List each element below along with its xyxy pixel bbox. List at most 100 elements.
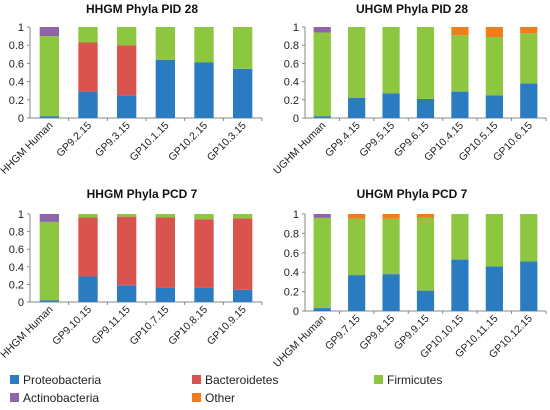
bar-segment-firmicutes-gp10-12-15 — [520, 214, 538, 262]
bar-segment-firmicutes-uhgm-human — [313, 217, 331, 309]
bar-segment-firmicutes-gp10-3-15 — [233, 27, 253, 69]
bar-segment-proteobacteria-gp10-9-15 — [233, 289, 253, 302]
bar-segment-other-gp9-8-15 — [382, 214, 400, 219]
bar-segment-firmicutes-gp10-6-15 — [520, 33, 538, 84]
chart-panel-2: UHGM Phyla PID 28 0 0.2 0.4 0.6 0.8 1 UGHM Huma… — [271, 2, 547, 177]
bar-segment-firmicutes-gp10-5-15 — [485, 37, 503, 96]
x-tick-label: GP10.2.15 — [166, 120, 210, 164]
bar-segment-firmicutes-gp9-6-15 — [416, 27, 435, 99]
bar-segment-other-gp10-4-15 — [451, 27, 469, 36]
y-tick-label: 0.8 — [284, 40, 299, 52]
legend-label: Other — [205, 391, 236, 405]
legend-label: Proteobacteria — [23, 373, 102, 387]
bar-segment-proteobacteria-gp10-6-15 — [520, 83, 538, 118]
legend-swatch-bacteroidetes — [192, 375, 201, 384]
bar-segment-firmicutes-gp10-2-15 — [194, 27, 214, 63]
bar-segment-proteobacteria-hhgm-human — [39, 300, 59, 302]
bar-segment-firmicutes-gp10-7-15 — [155, 214, 175, 218]
bar-segment-bacteroidetes-gp9-3-15 — [117, 45, 137, 96]
legend-label: Bacteroidetes — [205, 373, 279, 387]
bar-segment-other-gp9-7-15 — [348, 214, 366, 219]
bar-segment-actinobacteria-hhgm-human — [39, 27, 59, 37]
y-tick-label: 0 — [18, 113, 24, 125]
y-tick-label: 0.4 — [284, 77, 299, 89]
bar-segment-proteobacteria-gp10-12-15 — [520, 261, 538, 311]
bar-segment-bacteroidetes-gp9-11-15 — [117, 216, 137, 286]
x-tick-label: GP9.3.15 — [93, 120, 133, 160]
y-tick-label: 0.8 — [9, 40, 24, 52]
y-tick-label: 0.2 — [9, 95, 24, 107]
legend-swatch-actinobacteria — [10, 393, 19, 402]
bar-segment-actinobacteria-hhgm-human — [39, 214, 59, 222]
x-tick-label: UHGM Human — [271, 313, 328, 370]
y-tick-label: 0.2 — [284, 95, 299, 107]
x-tick-label: GP9.4.15 — [323, 120, 363, 160]
charts-canvas: HHGM Phyla PID 28 0 0.2 0.4 0.6 0.8 1 HHGM Huma… — [0, 2, 547, 370]
bar-segment-proteobacteria-gp10-11-15 — [485, 266, 503, 311]
bar-segment-firmicutes-gp10-8-15 — [194, 214, 214, 220]
bar-segment-firmicutes-gp9-4-15 — [348, 27, 366, 98]
legend-label: Actinobacteria — [23, 391, 100, 405]
legend-swatch-firmicutes — [374, 375, 383, 384]
y-tick-label: 0.4 — [284, 267, 299, 279]
y-tick-label: 0 — [18, 297, 24, 309]
bar-segment-bacteroidetes-gp10-9-15 — [233, 218, 253, 290]
bar-segment-firmicutes-gp10-1-15 — [155, 27, 175, 60]
bar-segment-proteobacteria-gp9-5-15 — [382, 93, 400, 118]
bar-segment-proteobacteria-gp10-2-15 — [194, 62, 214, 118]
x-tick-label: GP9.11.15 — [89, 304, 133, 348]
bar-segment-other-gp10-5-15 — [485, 27, 503, 38]
chart-title: HHGM Phyla PCD 7 — [87, 187, 198, 201]
bar-segment-firmicutes-gp9-7-15 — [348, 218, 366, 276]
bar-segment-proteobacteria-gp9-7-15 — [348, 275, 366, 311]
x-tick-label: GP9.7.15 — [323, 313, 363, 353]
legend-label: Firmicutes — [387, 373, 443, 387]
x-tick-label: UGHM Human — [271, 120, 328, 177]
y-tick-label: 1 — [18, 22, 24, 34]
bar-segment-proteobacteria-hhgm-human — [39, 116, 59, 118]
y-tick-label: 0.6 — [9, 244, 24, 256]
y-tick-label: 1 — [293, 209, 299, 221]
bar-segment-firmicutes-gp10-10-15 — [451, 214, 469, 260]
bar-segment-firmicutes-gp9-8-15 — [382, 218, 400, 275]
bar-segment-firmicutes-gp9-5-15 — [382, 27, 400, 94]
bar-segment-actinobacteria-ughm-human — [313, 27, 331, 33]
bar-segment-firmicutes-gp9-11-15 — [117, 214, 137, 217]
x-tick-label: GP9.2.15 — [54, 120, 94, 160]
bar-segment-proteobacteria-gp9-3-15 — [117, 95, 137, 118]
bar-segment-proteobacteria-gp9-9-15 — [416, 290, 435, 311]
bar-segment-firmicutes-hhgm-human — [39, 221, 59, 301]
chart-panel-4: UHGM Phyla PCD 7 0 0.2 0.4 0.6 0.8 1 UHGM Human… — [271, 187, 547, 370]
bar-segment-proteobacteria-gp9-8-15 — [382, 274, 400, 311]
y-tick-label: 0.6 — [9, 58, 24, 70]
y-tick-label: 0.6 — [284, 58, 299, 70]
bar-segment-bacteroidetes-gp10-7-15 — [155, 217, 175, 288]
chart-title: UHGM Phyla PID 28 — [356, 2, 468, 16]
bar-segment-proteobacteria-gp10-3-15 — [233, 68, 253, 118]
bar-segment-firmicutes-gp9-9-15 — [416, 217, 435, 291]
bar-segment-firmicutes-gp10-11-15 — [485, 214, 503, 267]
x-tick-label: GP9.5.15 — [357, 120, 397, 160]
bar-segment-firmicutes-gp9-2-15 — [78, 27, 98, 43]
bar-segment-firmicutes-gp9-10-15 — [78, 214, 98, 218]
y-tick-label: 0 — [293, 306, 299, 318]
bar-segment-proteobacteria-gp9-6-15 — [416, 98, 435, 118]
y-tick-label: 0.8 — [284, 228, 299, 240]
x-tick-label: HHGM Human — [0, 120, 56, 177]
y-tick-label: 0.4 — [9, 262, 24, 274]
legend: Proteobacteria Bacteroidetes Firmicutes … — [6, 372, 546, 408]
y-tick-label: 0.4 — [9, 77, 24, 89]
bar-segment-bacteroidetes-gp9-10-15 — [78, 217, 98, 277]
x-tick-label: GP9.8.15 — [357, 313, 397, 353]
bar-segment-proteobacteria-gp10-1-15 — [155, 59, 175, 118]
bar-segment-proteobacteria-gp10-4-15 — [451, 91, 469, 118]
bar-segment-proteobacteria-gp9-10-15 — [78, 276, 98, 302]
legend-swatch-proteobacteria — [10, 375, 19, 384]
bar-segment-proteobacteria-gp9-11-15 — [117, 285, 137, 302]
bar-segment-firmicutes-gp9-3-15 — [117, 27, 137, 46]
bar-segment-firmicutes-hhgm-human — [39, 36, 59, 117]
bar-segment-other-gp9-9-15 — [416, 214, 435, 218]
x-tick-label: GP9.10.15 — [50, 304, 94, 348]
bar-segment-other-gp10-6-15 — [520, 27, 538, 34]
bar-segment-proteobacteria-uhgm-human — [313, 308, 331, 311]
